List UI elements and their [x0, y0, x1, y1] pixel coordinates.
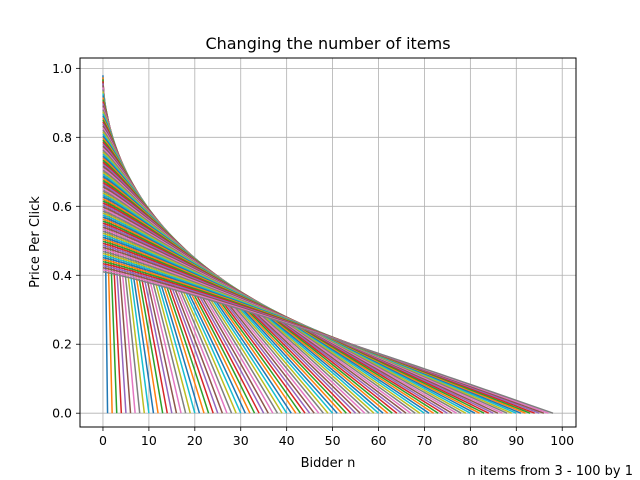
x-tick-label: 90 [508, 433, 524, 448]
y-tick-label: 0.4 [52, 268, 72, 283]
x-tick-label: 70 [416, 433, 432, 448]
x-tick-label: 0 [99, 433, 107, 448]
y-axis-label: Price Per Click [28, 196, 43, 288]
grid-lines [80, 58, 576, 427]
x-tick-label: 50 [325, 433, 341, 448]
y-tick-label: 0.8 [52, 130, 72, 145]
x-axis-ticks: 0 10 20 30 40 50 60 70 80 90 100 [99, 427, 574, 448]
chart-title: Changing the number of items [205, 34, 450, 53]
x-axis-label: Bidder n [301, 456, 356, 471]
y-tick-label: 0.0 [52, 406, 72, 421]
x-tick-label: 40 [279, 433, 295, 448]
x-tick-label: 30 [233, 433, 249, 448]
y-tick-label: 0.2 [52, 337, 72, 352]
y-tick-label: 0.6 [52, 199, 72, 214]
x-tick-label: 10 [141, 433, 157, 448]
y-tick-label: 1.0 [52, 61, 72, 76]
axes-frame [79, 57, 577, 428]
x-tick-label: 80 [462, 433, 478, 448]
series-lines [102, 75, 554, 414]
x-tick-label: 20 [187, 433, 203, 448]
y-axis-ticks: 0.0 0.2 0.4 0.6 0.8 1.0 [52, 61, 80, 421]
x-tick-label: 60 [371, 433, 387, 448]
plot-area: 0 10 20 30 40 50 60 70 80 90 100 0.0 0.2 0.4 0.6 0.8 1.… [52, 57, 577, 448]
series-line-n-100 [102, 271, 554, 414]
chart-caption: n items from 3 - 100 by 1 [467, 464, 633, 479]
x-tick-label: 100 [550, 433, 574, 448]
